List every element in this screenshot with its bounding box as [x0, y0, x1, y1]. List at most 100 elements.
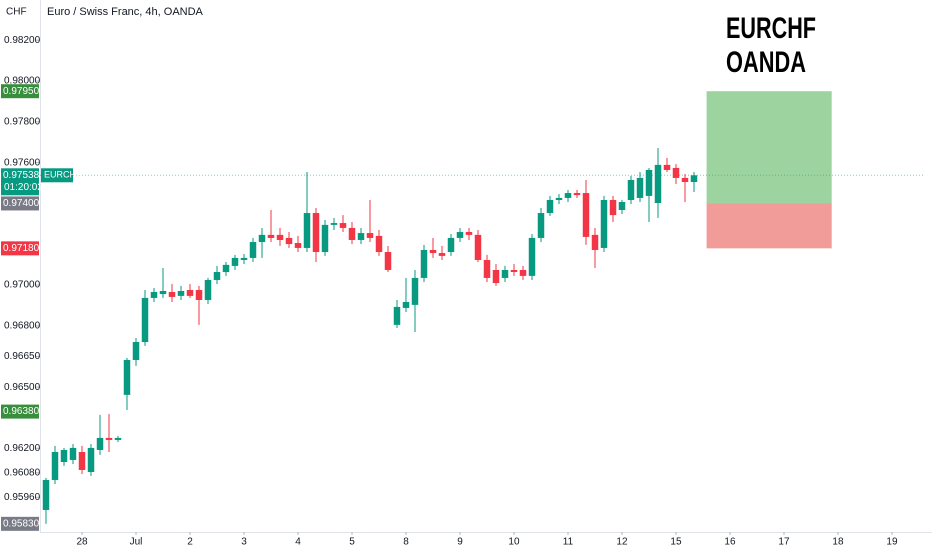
candle-body — [474, 234, 482, 260]
y-tick-label: 0.97800 — [4, 116, 41, 127]
y-tick-label: 0.96200 — [4, 443, 41, 454]
candle-body — [249, 242, 257, 258]
candle-body — [564, 193, 572, 198]
price-label-box — [1, 196, 39, 211]
candle-body — [150, 292, 158, 298]
candle-body — [465, 232, 473, 235]
candle-body — [681, 177, 689, 183]
legend: Euro / Swiss Franc, 4h, OANDA — [47, 6, 204, 18]
price-label-box — [1, 241, 39, 256]
candle-body — [87, 447, 95, 473]
candle-body — [258, 234, 266, 243]
candle-body — [663, 164, 671, 170]
y-tick-label: 0.96080 — [4, 467, 41, 478]
candle-body — [447, 237, 455, 253]
y-tick-label: 0.95960 — [4, 492, 41, 503]
candle-body — [348, 227, 356, 240]
y-tick-label: 0.96500 — [4, 382, 41, 393]
profit-zone — [706, 91, 832, 204]
candle-body — [429, 249, 437, 254]
y-tick-label: 0.98200 — [4, 35, 41, 46]
candle-body — [357, 233, 365, 240]
x-tick-label: 2 — [187, 537, 193, 548]
x-tick-label: 12 — [616, 537, 628, 548]
y-tick-label: 0.98000 — [4, 76, 41, 87]
symbol-tag-box — [41, 168, 73, 183]
candle-body — [222, 264, 230, 273]
candle-body — [204, 279, 212, 300]
candle-body — [312, 213, 320, 253]
candle-body — [78, 452, 86, 470]
candle-body — [105, 437, 113, 440]
x-tick-label: 9 — [457, 537, 463, 548]
candle-body — [492, 269, 500, 284]
candle-body — [690, 175, 698, 183]
candle-body — [141, 297, 149, 343]
candle-body — [627, 179, 635, 200]
x-tick-label: 8 — [403, 537, 409, 548]
candle-body — [159, 290, 167, 295]
candle-body — [186, 289, 194, 296]
candle-body — [456, 232, 464, 238]
candle-body — [276, 234, 284, 240]
y-unit: CHF — [6, 7, 27, 18]
candle-body — [519, 269, 527, 276]
x-tick-label: Jul — [130, 537, 143, 548]
x-tick-label: 19 — [886, 537, 898, 548]
x-tick-label: 5 — [349, 537, 355, 548]
candle-body — [96, 437, 104, 450]
candle-body — [168, 292, 176, 297]
y-tick-label: 0.97000 — [4, 280, 41, 291]
candle-body — [303, 213, 311, 248]
price-label: 0.97950 — [3, 86, 40, 97]
candle-body — [582, 193, 590, 237]
candle-body — [510, 269, 518, 273]
y-tick-label: 0.96650 — [4, 351, 41, 362]
candle-body — [618, 202, 626, 210]
x-tick-label: 4 — [295, 537, 301, 548]
candle-body — [231, 257, 239, 266]
price-label-box — [1, 84, 39, 99]
x-tick-label: 11 — [563, 537, 574, 548]
candle-body — [600, 199, 608, 248]
candle-body — [609, 199, 617, 216]
candle-body — [177, 290, 185, 296]
chart-subtitle: OANDA — [726, 46, 806, 79]
candle-body — [330, 223, 338, 225]
candle-body — [294, 243, 302, 248]
candle-body — [555, 197, 563, 200]
x-tick-label: 15 — [670, 537, 682, 548]
candle-body — [195, 289, 203, 300]
candle-body — [573, 193, 581, 196]
price-label: 0.97180 — [3, 243, 40, 254]
price-label-box — [1, 168, 39, 196]
candle-body — [321, 224, 329, 253]
candle-body — [267, 234, 275, 238]
symbol-tag: EURCHF — [44, 170, 82, 180]
candle-body — [384, 252, 392, 270]
x-tick-label: 3 — [241, 537, 247, 548]
candle-body — [645, 169, 653, 196]
candle-body — [537, 213, 545, 238]
candle-body — [420, 249, 428, 278]
candle-body — [528, 237, 536, 276]
candle-body — [240, 257, 248, 260]
chart-title: EURCHF — [726, 12, 816, 45]
candle-body — [285, 237, 293, 245]
x-tick-label: 16 — [724, 537, 736, 548]
candle-body — [132, 342, 140, 360]
x-tick-label: 10 — [508, 537, 520, 548]
countdown: 01:20:02 — [4, 182, 43, 193]
candle-body — [123, 359, 131, 395]
price-label-box — [1, 516, 39, 531]
candle-body — [411, 277, 419, 305]
candle-body — [213, 272, 221, 280]
candle-body — [672, 167, 680, 178]
candle-body — [60, 449, 68, 463]
candle-body — [69, 447, 77, 460]
candle-body — [654, 164, 662, 204]
candle-body — [339, 223, 347, 228]
candle-body — [501, 269, 509, 278]
